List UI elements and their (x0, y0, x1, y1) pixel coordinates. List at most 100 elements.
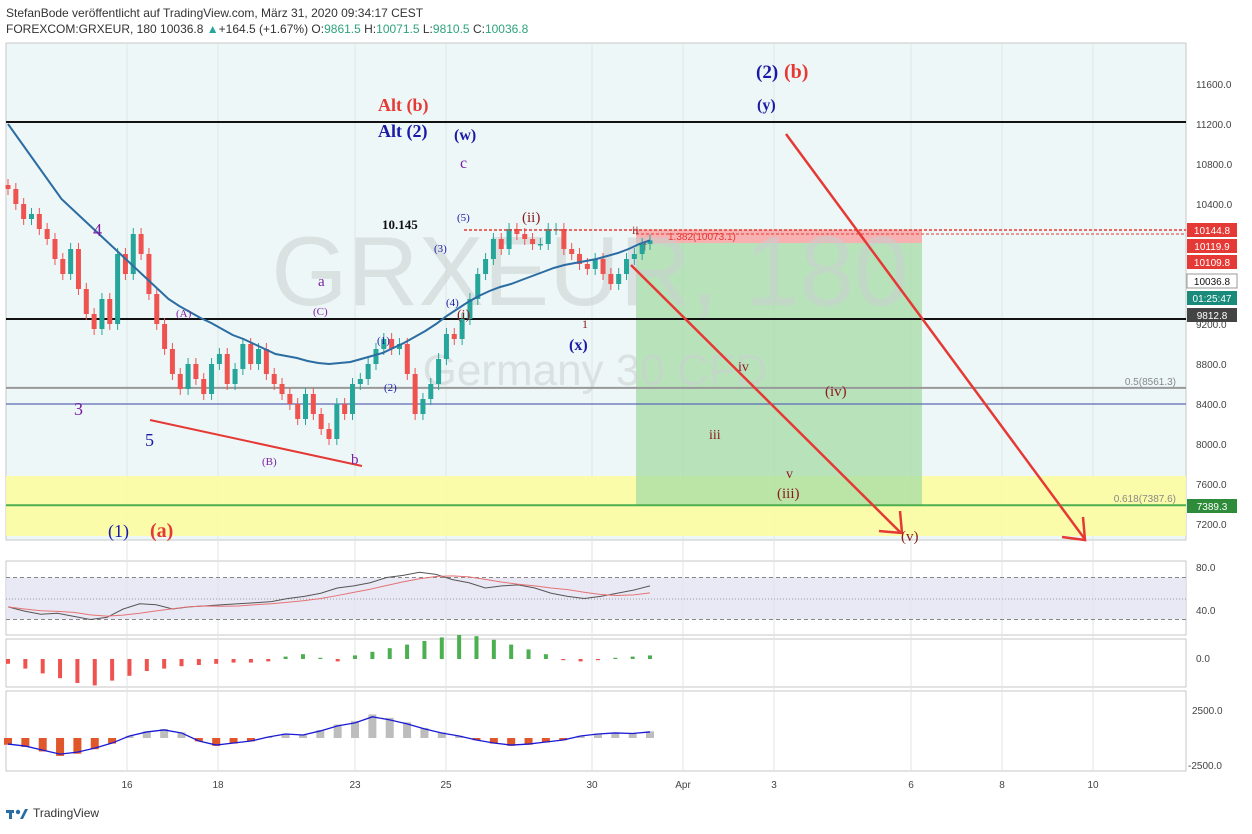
candle-body (185, 364, 191, 389)
oscillator-bar (489, 738, 498, 744)
candle-body (60, 259, 66, 274)
candle-body (514, 229, 520, 234)
oscillator-bar (541, 738, 550, 743)
wave-annotations: Alt (b) Alt (2) (w) c 10.145 (y) (2) (b)… (74, 61, 919, 545)
oscillator-bar (507, 738, 516, 746)
price-tag-label: 7389.3 (1197, 502, 1228, 513)
macd-panel-bg (5, 638, 1187, 688)
candle-body (279, 384, 285, 394)
candle-body (75, 249, 81, 289)
candle-body (52, 239, 58, 259)
level-label: 0.5(8561.3) (1125, 377, 1176, 388)
candle-body (68, 249, 74, 274)
label-v-small: v (786, 467, 793, 482)
candle-body (334, 404, 340, 439)
oscillator-bar (333, 724, 342, 738)
candle-body (303, 394, 309, 419)
candle-body (130, 234, 136, 274)
candle-body (639, 244, 645, 254)
candle-body (318, 414, 324, 429)
macd-bar (630, 656, 635, 659)
macd-bar (509, 644, 514, 659)
candle-body (537, 244, 543, 246)
time-tick: 30 (586, 780, 598, 791)
rsi-indicator: 80.0 40.0 (6, 563, 1216, 621)
candle-body (107, 299, 113, 324)
price-tag-bg (1187, 255, 1237, 269)
candle-body (522, 234, 528, 239)
macd-bar (110, 659, 115, 681)
candle-body (459, 319, 465, 339)
candle-body (177, 374, 183, 389)
macd-bar (405, 644, 410, 659)
vol-panel-bg (5, 690, 1187, 772)
watermark-symbol: GRXEUR, 180 (271, 216, 908, 326)
candle-body (451, 334, 457, 339)
oscillator-bar (472, 738, 481, 741)
candle-body (209, 364, 215, 394)
candle-body (224, 354, 230, 384)
label-4: 4 (93, 220, 102, 240)
label-iv-small: iv (738, 360, 749, 375)
arrow-1-head (878, 510, 904, 535)
oscillator-bar (437, 732, 446, 738)
candle-body (271, 374, 277, 384)
oscillator-bar (212, 738, 221, 746)
oscillator-bar (90, 738, 99, 750)
label-w: (w) (454, 127, 476, 144)
label-x: (x) (569, 337, 588, 354)
label-1-bottom: (1) (108, 521, 129, 542)
low-label: L: (422, 22, 433, 36)
label-1-small: 1 (582, 317, 588, 331)
oscillator-bar (576, 735, 585, 738)
candle-body (232, 369, 238, 384)
rsi-ma-line (7, 575, 651, 617)
macd-bar (578, 659, 583, 662)
price-tag-bg (1187, 291, 1237, 305)
oscillator-bar (455, 735, 464, 738)
candle-body (162, 324, 168, 349)
price-tag-label: 10119.9 (1194, 242, 1230, 253)
label-4-sub: (4) (446, 297, 459, 309)
label-C: (C) (313, 306, 328, 318)
macd-bar (491, 639, 496, 659)
price-tick: 11600.0 (1196, 80, 1232, 91)
candle-body (624, 259, 630, 274)
candle-body (138, 234, 144, 254)
oscillator-bar (403, 722, 412, 738)
label-b-top: (b) (784, 61, 808, 83)
short-position-target-zone (636, 243, 922, 506)
fib-label-1382: 1.382(10073.1) (668, 232, 736, 243)
price-tag-bg (1187, 308, 1237, 322)
macd-bar (335, 659, 340, 662)
price-tag-label: 01:25:47 (1193, 294, 1232, 305)
macd-bar (196, 659, 201, 665)
label-ii: (ii) (522, 210, 540, 226)
label-B: (B) (262, 456, 277, 468)
projection-arrows (630, 133, 1087, 542)
price-tags: 10144.8 10119.9 10109.8 10036.8 01:25:47 9812… (1186, 223, 1238, 513)
macd-bar (439, 637, 444, 659)
macd-bar (648, 655, 652, 659)
macd-bar (144, 659, 149, 671)
arrow-2-line (784, 133, 1086, 539)
candle-body (240, 344, 246, 369)
arrow-2-head (1061, 516, 1087, 542)
candle-body (256, 349, 262, 364)
macd-bar (23, 659, 28, 669)
oscillator-bar (4, 738, 12, 745)
candle-body (498, 239, 504, 249)
oscillator-bar (316, 730, 325, 738)
oscillator-bar (142, 731, 151, 738)
label-iii-paren: (iii) (777, 486, 800, 502)
high-value: 10071.5 (376, 22, 420, 36)
macd-bar (422, 641, 427, 659)
candle-body (295, 404, 301, 419)
oscillator-bar (160, 729, 169, 738)
time-axis: 16 18 23 25 30 Apr 3 6 8 10 (121, 780, 1099, 791)
oscillator-bar (38, 738, 47, 752)
macd-bar (266, 659, 271, 662)
candle-body (36, 214, 42, 229)
footer: TradingView (6, 806, 99, 820)
